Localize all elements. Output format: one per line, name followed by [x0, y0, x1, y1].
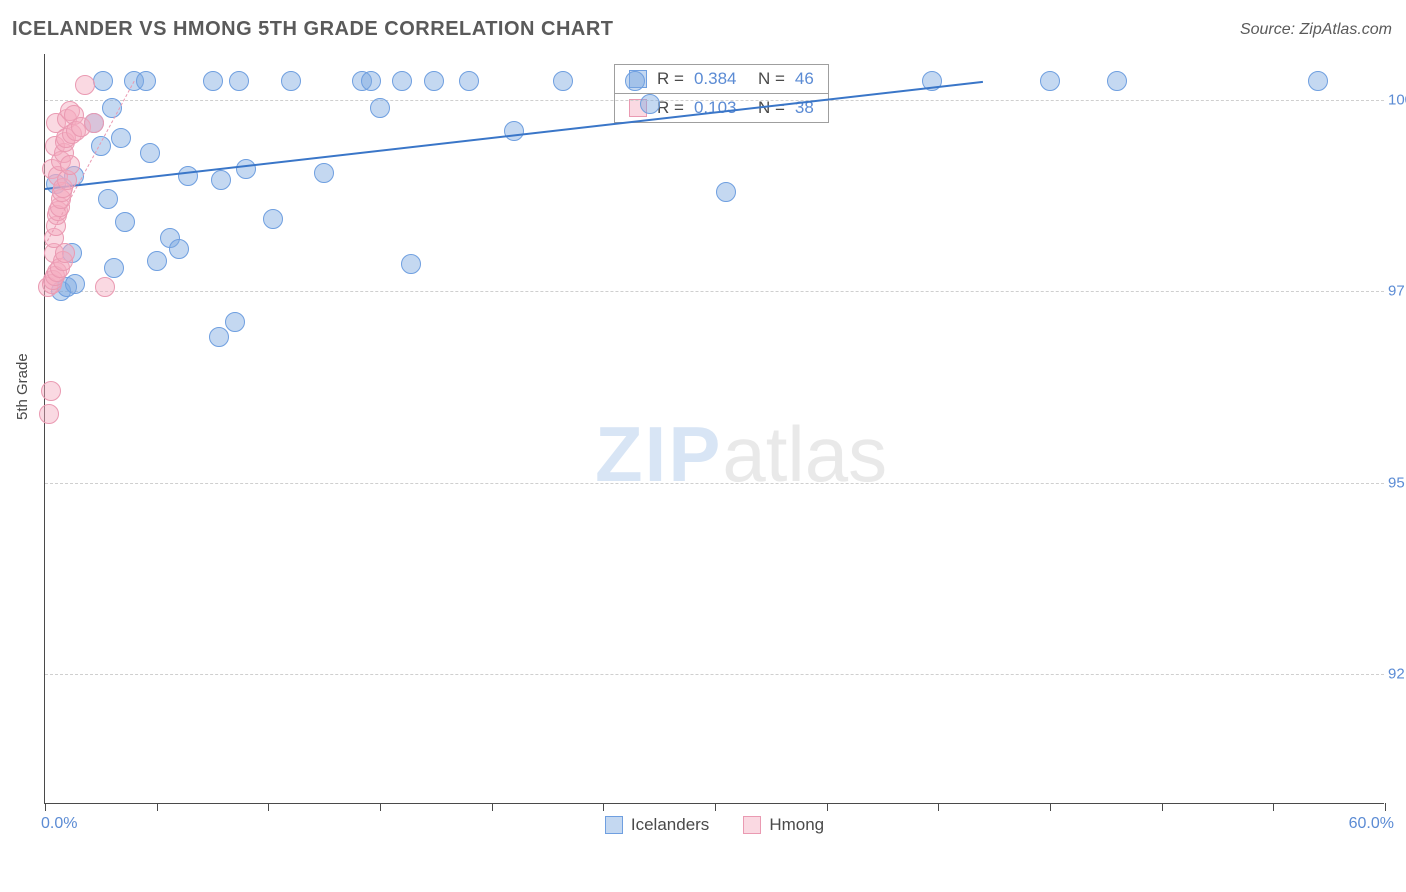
x-tick	[1162, 803, 1163, 811]
data-point	[504, 121, 524, 141]
data-point	[211, 170, 231, 190]
x-tick	[268, 803, 269, 811]
gridline	[45, 291, 1384, 292]
data-point	[236, 159, 256, 179]
data-point	[281, 71, 301, 91]
legend-swatch	[743, 816, 761, 834]
data-point	[263, 209, 283, 229]
watermark: ZIPatlas	[595, 409, 887, 500]
gridline	[45, 100, 1384, 101]
gridline	[45, 483, 1384, 484]
x-tick	[1050, 803, 1051, 811]
data-point	[229, 71, 249, 91]
data-point	[361, 71, 381, 91]
legend-label: Hmong	[769, 815, 824, 835]
x-tick	[1273, 803, 1274, 811]
data-point	[147, 251, 167, 271]
x-tick	[45, 803, 46, 811]
data-point	[84, 113, 104, 133]
data-point	[55, 243, 75, 263]
n-value: 46	[795, 69, 814, 89]
data-point	[178, 166, 198, 186]
chart-source: Source: ZipAtlas.com	[1240, 21, 1392, 39]
watermark-part1: ZIP	[595, 410, 722, 498]
plot-area: ZIPatlas R =0.384N =46R =0.103N =38 Icel…	[44, 54, 1384, 804]
x-tick	[380, 803, 381, 811]
data-point	[401, 254, 421, 274]
x-tick	[492, 803, 493, 811]
data-point	[424, 71, 444, 91]
stats-row: R = 0.384 N = 46	[615, 65, 828, 93]
data-point	[203, 71, 223, 91]
y-tick-label: 92.5%	[1388, 665, 1406, 682]
data-point	[716, 182, 736, 202]
data-point	[640, 94, 660, 114]
data-point	[1107, 71, 1127, 91]
chart-header: ICELANDER VS HMONG 5TH GRADE CORRELATION…	[12, 18, 1392, 41]
trend-line	[45, 81, 983, 190]
data-point	[140, 143, 160, 163]
y-tick-label: 95.0%	[1388, 474, 1406, 491]
data-point	[41, 381, 61, 401]
data-point	[39, 404, 59, 424]
y-tick-label: 97.5%	[1388, 283, 1406, 300]
data-point	[1040, 71, 1060, 91]
data-point	[75, 75, 95, 95]
data-point	[65, 274, 85, 294]
data-point	[60, 155, 80, 175]
x-axis-min-label: 0.0%	[41, 815, 77, 833]
gridline	[45, 674, 1384, 675]
r-value: 0.384	[694, 69, 748, 89]
data-point	[111, 128, 131, 148]
data-point	[93, 71, 113, 91]
data-point	[225, 312, 245, 332]
y-axis-label: 5th Grade	[14, 353, 31, 420]
r-label: R =	[657, 69, 684, 89]
legend-item: Icelanders	[605, 815, 709, 835]
x-tick	[938, 803, 939, 811]
x-tick	[1385, 803, 1386, 811]
data-point	[459, 71, 479, 91]
y-tick-label: 100.0%	[1388, 91, 1406, 108]
data-point	[209, 327, 229, 347]
data-point	[169, 239, 189, 259]
n-label: N =	[758, 69, 785, 89]
data-point	[98, 189, 118, 209]
x-tick	[715, 803, 716, 811]
data-point	[370, 98, 390, 118]
data-point	[1308, 71, 1328, 91]
data-point	[104, 258, 124, 278]
data-point	[115, 212, 135, 232]
legend: Icelanders Hmong	[45, 815, 1384, 835]
data-point	[136, 71, 156, 91]
x-axis-max-label: 60.0%	[1349, 815, 1394, 833]
data-point	[392, 71, 412, 91]
legend-swatch	[605, 816, 623, 834]
data-point	[625, 71, 645, 91]
x-tick	[827, 803, 828, 811]
legend-label: Icelanders	[631, 815, 709, 835]
watermark-part2: atlas	[722, 410, 887, 498]
x-tick	[157, 803, 158, 811]
legend-item: Hmong	[743, 815, 824, 835]
chart-title: ICELANDER VS HMONG 5TH GRADE CORRELATION…	[12, 18, 614, 41]
x-tick	[603, 803, 604, 811]
data-point	[314, 163, 334, 183]
data-point	[553, 71, 573, 91]
data-point	[95, 277, 115, 297]
